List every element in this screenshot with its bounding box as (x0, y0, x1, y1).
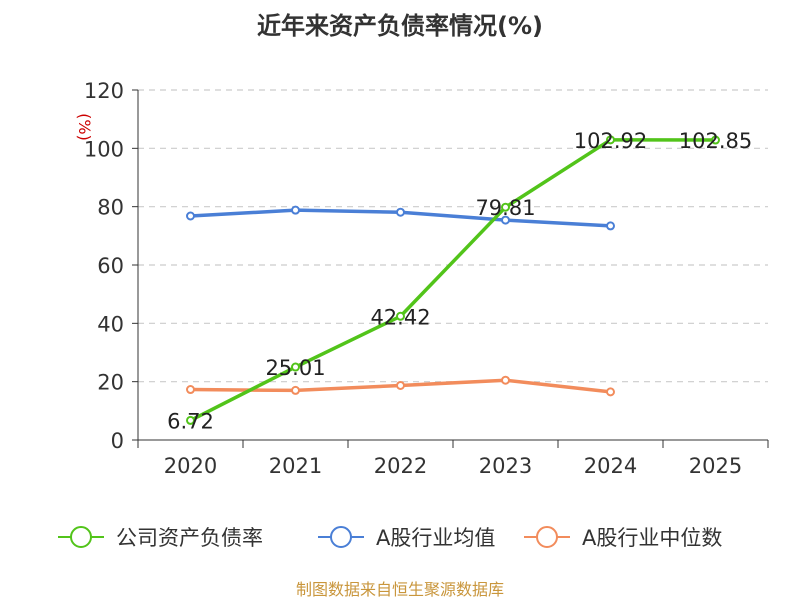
data-point[interactable] (501, 375, 510, 385)
footer-source: 制图数据来自恒生聚源数据库 (296, 580, 504, 599)
legend-item[interactable]: A股行业中位数 (524, 526, 722, 550)
data-point[interactable] (186, 415, 195, 425)
y-tick-label: 100 (84, 137, 124, 161)
legend-marker (70, 526, 92, 548)
legend-label: 公司资产负债率 (116, 526, 263, 550)
data-point[interactable] (396, 207, 405, 217)
y-axis-label: (%) (75, 113, 94, 141)
legend-marker (330, 526, 352, 548)
data-point[interactable] (291, 362, 300, 372)
data-point[interactable] (501, 202, 510, 212)
data-point[interactable] (606, 221, 615, 231)
data-label: 102.85 (679, 129, 752, 153)
y-tick-labels: 0 20 40 60 80 100 120 (84, 79, 124, 453)
x-tick-label: 2024 (584, 454, 637, 478)
axes (132, 89, 769, 448)
x-tick-label: 2023 (479, 454, 532, 478)
x-tick-label: 2021 (269, 454, 322, 478)
y-tick-label: 120 (84, 79, 124, 103)
x-tick-label: 2020 (164, 454, 217, 478)
data-point[interactable] (606, 387, 615, 397)
y-tick-label: 20 (97, 371, 124, 395)
data-point[interactable] (501, 215, 510, 225)
legend-marker (536, 526, 558, 548)
legend[interactable]: 公司资产负债率 A股行业均值 A股行业中位数 (58, 526, 722, 550)
series-line (189, 138, 716, 422)
data-point[interactable] (291, 205, 300, 215)
x-tick-label: 2025 (689, 454, 742, 478)
data-point[interactable] (396, 380, 405, 390)
x-tick-label: 2022 (374, 454, 427, 478)
y-tick-label: 0 (111, 429, 124, 453)
data-point[interactable] (186, 211, 195, 221)
data-labels: 6.72 25.01 42.42 79.81 102.92 102.85 (167, 129, 752, 434)
y-tick-label: 60 (97, 254, 124, 278)
data-point[interactable] (396, 311, 405, 321)
data-point[interactable] (711, 135, 720, 145)
data-point[interactable] (291, 385, 300, 395)
data-point[interactable] (186, 385, 195, 395)
legend-item[interactable]: 公司资产负债率 (58, 526, 263, 550)
data-label: 42.42 (370, 305, 430, 329)
x-tick-labels: 2020 2021 2022 2023 2024 2025 (164, 454, 742, 478)
data-label: 6.72 (167, 409, 214, 433)
series-lines (186, 135, 720, 425)
data-label: 102.92 (574, 129, 647, 153)
data-label: 25.01 (265, 356, 325, 380)
data-point[interactable] (606, 135, 615, 145)
grid-lines (138, 89, 768, 383)
legend-item[interactable]: A股行业均值 (318, 526, 495, 550)
legend-label: A股行业均值 (376, 526, 495, 550)
y-tick-label: 80 (97, 196, 124, 220)
data-label: 79.81 (475, 196, 535, 220)
y-tick-label: 40 (97, 312, 124, 336)
chart-title: 近年来资产负债率情况(%) (257, 12, 543, 40)
legend-label: A股行业中位数 (582, 526, 722, 550)
